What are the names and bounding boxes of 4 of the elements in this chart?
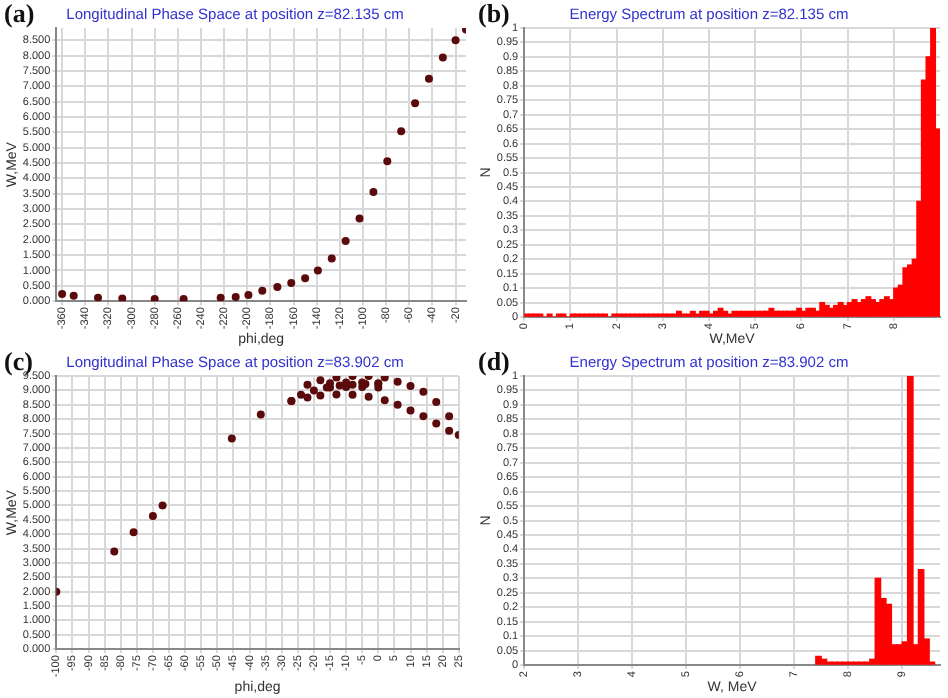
text: (a) <box>4 0 35 28</box>
text: (d) <box>478 345 510 376</box>
text: (b) <box>478 0 510 28</box>
text: (c) <box>4 345 33 376</box>
